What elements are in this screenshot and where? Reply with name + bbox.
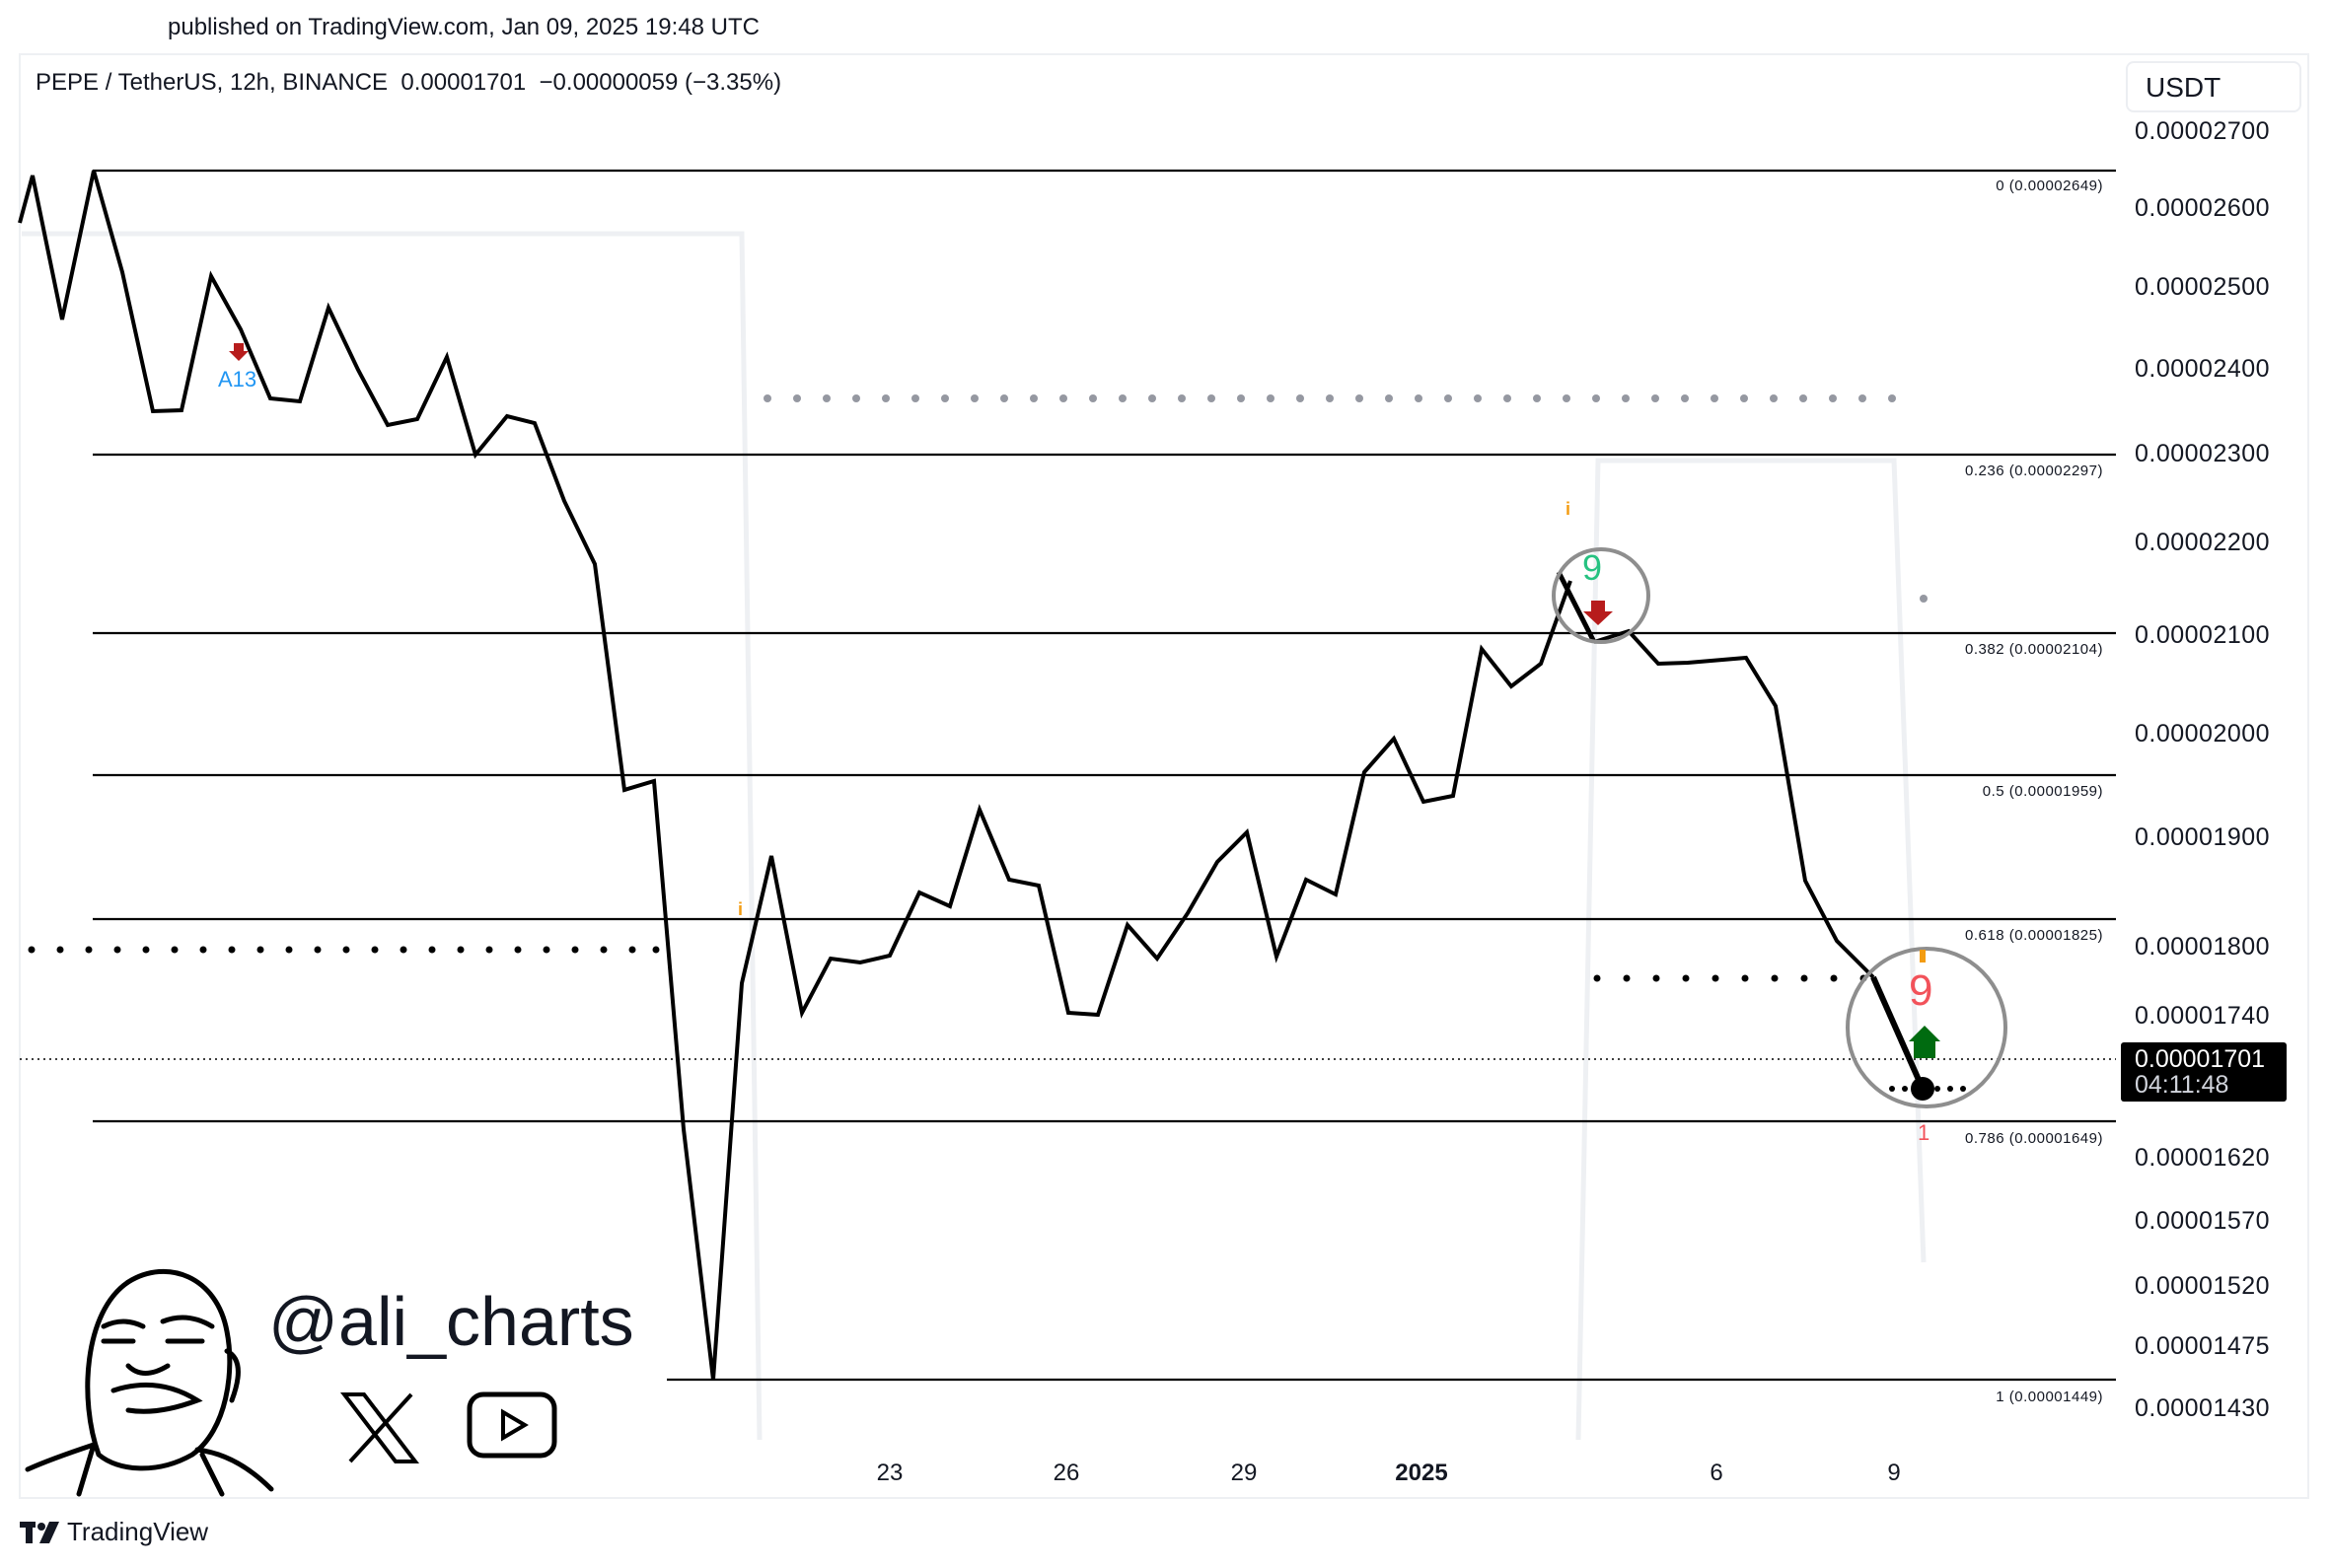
tradingview-logo-icon	[20, 1521, 59, 1543]
black-dotted-level-left	[28, 946, 660, 954]
y-axis-tick: 0.00002200	[2135, 529, 2271, 556]
y-axis-tick: 0.00001900	[2135, 823, 2271, 851]
bar-countdown: 04:11:48	[2135, 1071, 2229, 1099]
tradingview-logo[interactable]: TradingView	[20, 1517, 208, 1547]
y-axis-tick: 0.00001740	[2135, 1002, 2271, 1030]
y-axis-tick: 0.00002300	[2135, 440, 2271, 467]
chart-frame	[19, 53, 2309, 1499]
black-dotted-level-right	[1593, 974, 1966, 1092]
y-axis-tick: 0.00002600	[2135, 194, 2271, 222]
published-caption: published on TradingView.com, Jan 09, 20…	[168, 14, 760, 40]
td-a13-label: A13	[218, 367, 257, 392]
fib-label-05: 0.5 (0.00001959)	[1982, 783, 2103, 800]
fib-label-0618: 0.618 (0.00001825)	[1965, 927, 2103, 944]
y-axis-tick: 0.00001620	[2135, 1144, 2271, 1172]
price-line	[18, 170, 1572, 1381]
info-icon[interactable]: i	[738, 899, 744, 919]
y-axis-tick: 0.00002000	[2135, 720, 2271, 748]
info-icon[interactable]: i	[1565, 499, 1571, 519]
price-line-cont	[1593, 628, 1875, 979]
fib-label-0786: 0.786 (0.00001649)	[1965, 1130, 2103, 1147]
gray-projection-shape	[22, 231, 1927, 1441]
td-one-red: 1	[1918, 1120, 1930, 1145]
fib-lines	[93, 169, 2116, 1382]
last-price: 0.00001701	[400, 69, 527, 96]
x-axis-tick-year: 2025	[1395, 1460, 1448, 1486]
x-logo-icon	[340, 1392, 419, 1463]
symbol-legend: PEPE / TetherUS, 12h, BINANCE 0.00001701…	[36, 69, 781, 97]
fib-label-0: 0 (0.00002649)	[1996, 178, 2103, 194]
highlight-circle-bottom	[1846, 947, 2007, 1108]
avatar-face-icon	[25, 1268, 274, 1497]
gray-dotted-level	[764, 394, 1928, 603]
x-axis-tick: 23	[876, 1460, 904, 1486]
last-price-tag: 0.00001701 04:11:48	[2121, 1042, 2287, 1102]
author-watermark: @ali_charts	[20, 1243, 671, 1497]
fib-label-1: 1 (0.00001449)	[1996, 1389, 2103, 1405]
buy-arrow-icon	[1909, 1026, 1940, 1058]
price-line-highlight-bottom	[1870, 975, 1926, 1091]
symbol-name: PEPE / TetherUS, 12h, BINANCE	[36, 69, 389, 96]
last-price-value: 0.00001701	[2135, 1045, 2266, 1073]
price-change: −0.00000059 (−3.35%)	[539, 69, 782, 96]
sell-arrow-icon	[1583, 601, 1613, 625]
y-axis-tick: 0.00002400	[2135, 355, 2271, 383]
youtube-icon	[467, 1391, 557, 1459]
x-axis-tick: 6	[1710, 1460, 1723, 1486]
info-marker-small	[1920, 950, 1926, 962]
y-axis-tick: 0.00001520	[2135, 1272, 2271, 1300]
author-handle: @ali_charts	[268, 1283, 634, 1360]
currency-button[interactable]: USDT	[2126, 61, 2301, 112]
y-axis-tick: 0.00002700	[2135, 117, 2271, 145]
y-axis-tick: 0.00001800	[2135, 933, 2271, 961]
fib-label-0236: 0.236 (0.00002297)	[1965, 463, 2103, 479]
y-axis-tick: 0.00001475	[2135, 1332, 2271, 1360]
x-axis-tick: 9	[1887, 1460, 1901, 1486]
x-axis-tick: 29	[1230, 1460, 1258, 1486]
td-nine-green: 9	[1582, 547, 1603, 588]
last-bar-dot	[1911, 1077, 1934, 1101]
highlight-circle-top	[1552, 547, 1650, 644]
x-axis-tick: 26	[1053, 1460, 1080, 1486]
y-axis-tick: 0.00001570	[2135, 1207, 2271, 1235]
y-axis-tick: 0.00001430	[2135, 1394, 2271, 1422]
sell-arrow-icon	[229, 343, 249, 361]
tradingview-brand-text: TradingView	[67, 1517, 209, 1546]
y-axis-tick: 0.00002100	[2135, 621, 2271, 649]
td-nine-red: 9	[1909, 966, 1933, 1015]
fib-label-0382: 0.382 (0.00002104)	[1965, 641, 2103, 658]
price-line-highlight-top	[1556, 570, 1597, 644]
y-axis-tick: 0.00002500	[2135, 273, 2271, 301]
